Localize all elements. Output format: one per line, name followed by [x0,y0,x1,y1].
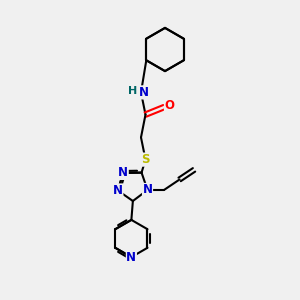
Text: O: O [164,99,175,112]
Text: N: N [126,250,136,264]
Text: N: N [139,86,149,99]
Text: N: N [118,167,128,179]
Text: N: N [142,184,152,196]
Text: S: S [141,153,150,166]
Text: N: N [113,184,123,197]
Text: H: H [128,86,137,96]
